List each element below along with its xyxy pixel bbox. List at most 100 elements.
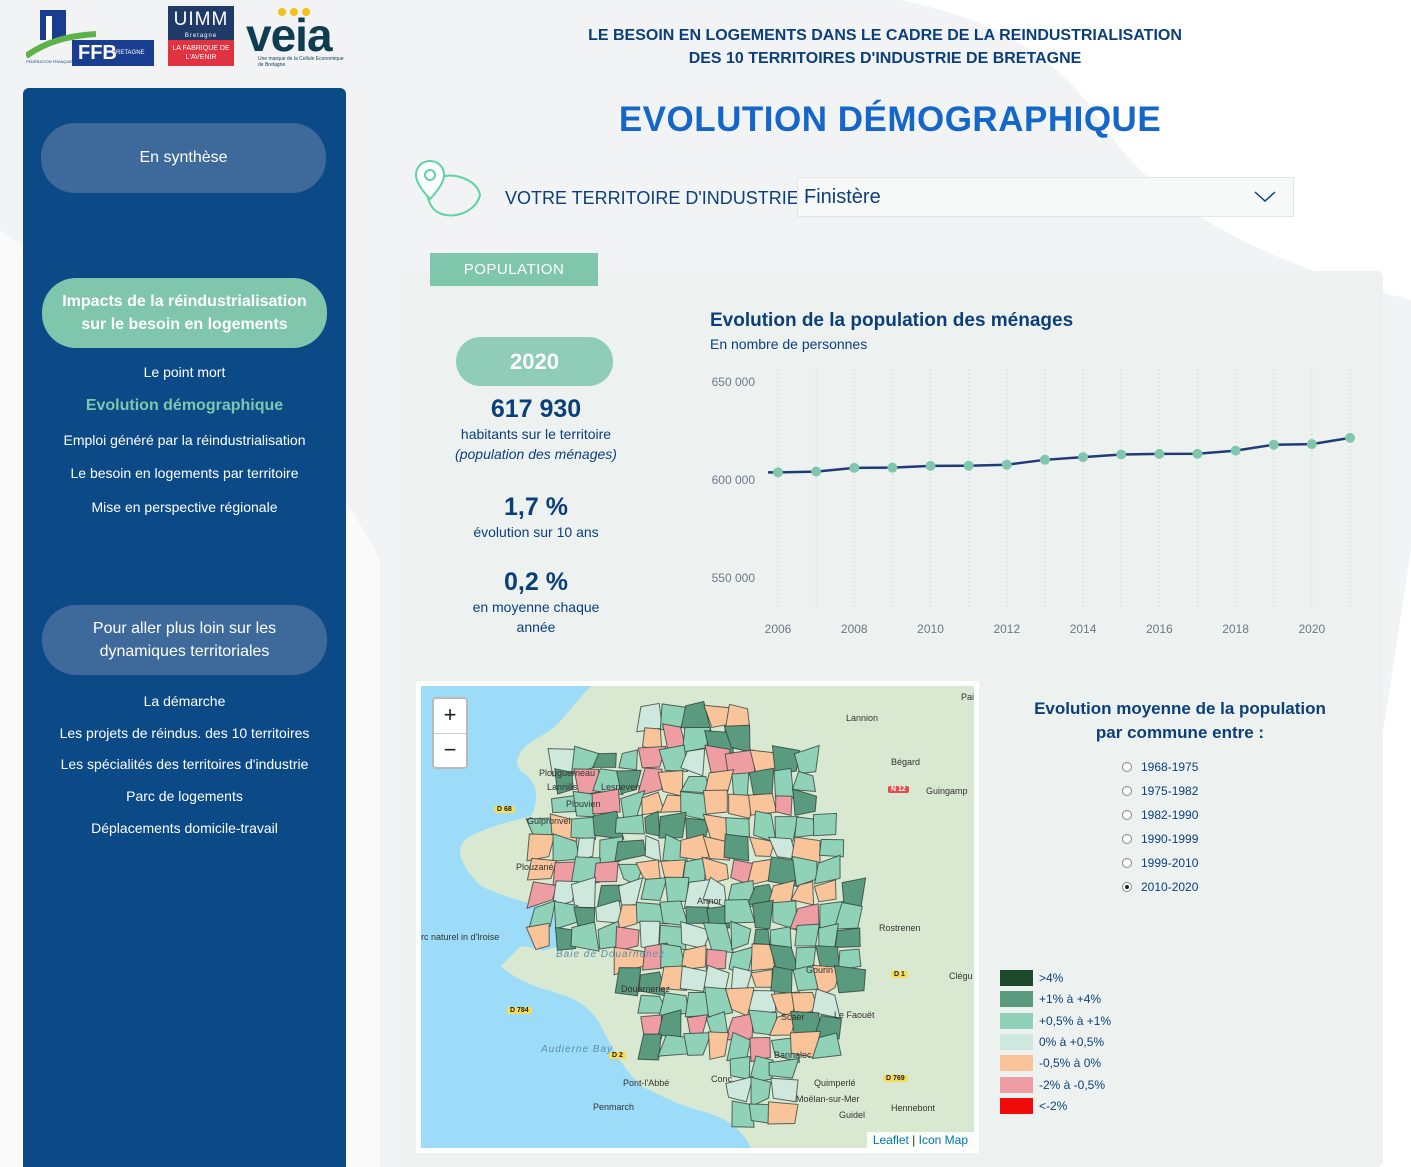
period-radio[interactable]: 1968-1975 — [1122, 760, 1198, 774]
commune-area[interactable] — [723, 833, 750, 862]
commune-area[interactable] — [636, 702, 663, 733]
commune-area[interactable] — [658, 744, 689, 773]
commune-area[interactable] — [768, 1058, 800, 1079]
commune-area[interactable] — [575, 837, 596, 863]
commune-area[interactable] — [591, 788, 621, 815]
period-radio[interactable]: 1999-2010 — [1122, 856, 1198, 870]
radio-dot[interactable] — [1122, 786, 1132, 796]
commune-area[interactable] — [702, 789, 728, 815]
commune-area[interactable] — [554, 768, 574, 795]
commune-area[interactable] — [636, 767, 663, 798]
period-radio[interactable]: 1990-1999 — [1122, 832, 1198, 846]
commune-area[interactable] — [592, 752, 617, 768]
commune-area[interactable] — [791, 770, 817, 793]
commune-area[interactable] — [767, 1101, 799, 1125]
zoom-out-button[interactable]: − — [434, 733, 466, 767]
commune-area[interactable] — [775, 795, 793, 817]
commune-area[interactable] — [658, 811, 687, 839]
aller-plus-loin-button[interactable]: Pour aller plus loin sur les dynamiques … — [42, 605, 327, 675]
commune-area[interactable] — [680, 748, 706, 777]
commune-area[interactable] — [664, 876, 690, 904]
commune-area[interactable] — [812, 812, 838, 837]
nav-item-projets[interactable]: Les projets de réindus. des 10 territoir… — [59, 725, 310, 741]
period-radio[interactable]: 1982-1990 — [1122, 808, 1198, 822]
radio-dot[interactable] — [1122, 762, 1132, 772]
commune-area[interactable] — [683, 1032, 713, 1056]
nav-item-perspective-regionale[interactable]: Mise en perspective régionale — [91, 499, 278, 515]
nav-item-emploi[interactable]: Emploi généré par la réindustrialisation — [63, 432, 306, 448]
radio-dot[interactable] — [1122, 858, 1132, 868]
commune-area[interactable] — [705, 948, 727, 971]
commune-area[interactable] — [790, 836, 821, 863]
commune-area[interactable] — [725, 817, 750, 838]
commune-area[interactable] — [701, 856, 729, 885]
commune-area[interactable] — [749, 1037, 771, 1063]
commune-area[interactable] — [550, 794, 579, 814]
commune-area[interactable] — [770, 965, 793, 994]
zoom-in-button[interactable]: + — [443, 702, 457, 727]
tab-population[interactable]: POPULATION — [430, 253, 598, 286]
commune-area[interactable] — [837, 948, 862, 971]
nav-item-deplacements[interactable]: Déplacements domicile-travail — [91, 820, 278, 836]
impacts-section-button[interactable]: Impacts de la réindustrialisation sur le… — [42, 278, 327, 348]
commune-area[interactable] — [615, 769, 642, 795]
commune-area[interactable] — [526, 881, 559, 909]
commune-area[interactable] — [750, 1076, 772, 1108]
commune-area[interactable] — [748, 836, 776, 857]
commune-area[interactable] — [707, 1031, 730, 1060]
commune-area[interactable] — [811, 1032, 842, 1060]
commune-area[interactable] — [731, 1100, 755, 1128]
commune-area[interactable] — [793, 744, 820, 775]
commune-area[interactable] — [704, 986, 734, 1018]
radio-dot[interactable] — [1122, 882, 1132, 892]
commune-area[interactable] — [773, 767, 795, 799]
commune-area[interactable] — [618, 749, 638, 771]
commune-area[interactable] — [614, 967, 642, 997]
radio-dot[interactable] — [1122, 810, 1132, 820]
commune-area[interactable] — [637, 1033, 662, 1061]
commune-area[interactable] — [614, 814, 645, 835]
leaflet-link[interactable]: Leaflet — [872, 1133, 909, 1147]
commune-area[interactable] — [525, 922, 550, 951]
commune-area[interactable] — [658, 965, 687, 991]
commune-area[interactable] — [752, 899, 774, 930]
synthese-button[interactable]: En synthèse — [41, 123, 326, 193]
commune-area[interactable] — [834, 927, 861, 948]
period-radio[interactable]: 1975-1982 — [1122, 784, 1198, 798]
commune-area[interactable] — [753, 928, 771, 946]
commune-map[interactable]: + − Lannion Bégard Guingamp Plouguerneau… — [421, 686, 974, 1148]
commune-area[interactable] — [813, 879, 837, 903]
commune-area[interactable] — [615, 926, 640, 953]
iconmap-link[interactable]: Icon Map — [918, 1133, 968, 1147]
commune-area[interactable] — [730, 920, 752, 951]
commune-area[interactable] — [774, 816, 799, 842]
commune-area[interactable] — [770, 1077, 799, 1103]
radio-dot[interactable] — [1122, 834, 1132, 844]
commune-area[interactable] — [640, 877, 668, 902]
nav-item-parc-logements[interactable]: Parc de logements — [126, 788, 243, 804]
commune-area[interactable] — [731, 772, 750, 797]
territory-dropdown[interactable]: Finistère — [797, 177, 1294, 217]
commune-area[interactable] — [706, 905, 731, 929]
commune-area[interactable] — [526, 857, 558, 881]
commune-area[interactable] — [592, 768, 624, 796]
commune-area[interactable] — [526, 833, 556, 862]
commune-area[interactable] — [728, 793, 756, 819]
commune-area[interactable] — [794, 923, 820, 947]
commune-area[interactable] — [792, 788, 818, 817]
commune-area[interactable] — [702, 835, 731, 861]
commune-area[interactable] — [725, 1075, 754, 1103]
commune-area[interactable] — [833, 965, 867, 994]
commune-area[interactable] — [593, 860, 619, 883]
nav-item-evolution-demographique[interactable]: Evolution démographique — [85, 397, 284, 414]
commune-area[interactable] — [570, 816, 599, 840]
commune-area[interactable] — [680, 944, 707, 971]
commune-area[interactable] — [527, 899, 557, 931]
commune-area[interactable] — [813, 854, 841, 885]
commune-area[interactable] — [771, 745, 801, 776]
commune-area[interactable] — [637, 745, 667, 769]
commune-area[interactable] — [554, 926, 577, 951]
nav-item-point-mort[interactable]: Le point mort — [143, 364, 226, 380]
nav-item-specialites[interactable]: Les spécialités des territoires d'indust… — [60, 756, 309, 772]
nav-item-besoin-logements[interactable]: Le besoin en logements par territoire — [70, 465, 299, 481]
